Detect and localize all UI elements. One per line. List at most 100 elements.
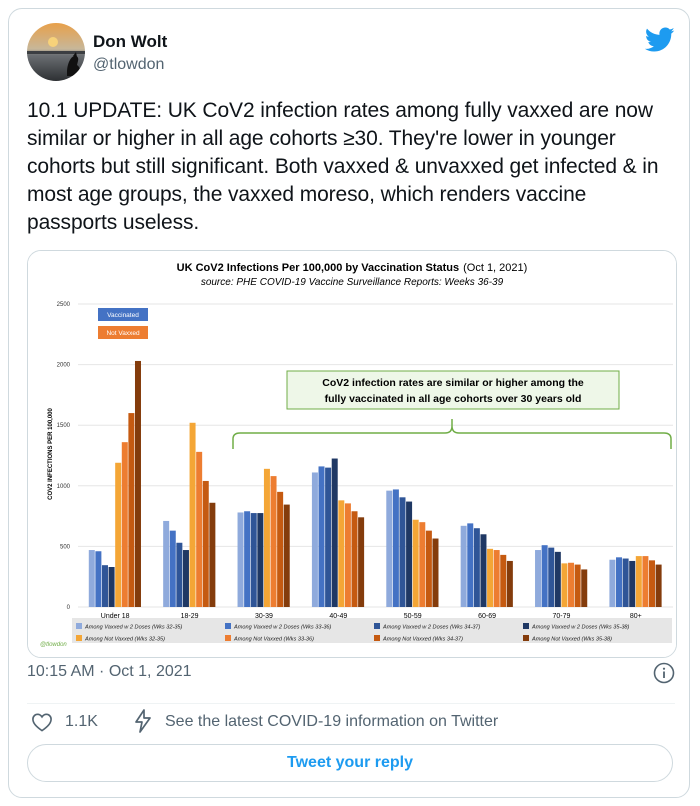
bar [277,491,284,607]
x-tick-label: 30-39 [255,613,273,620]
bar [622,558,629,607]
bar [169,530,176,607]
bar [574,564,581,607]
bar [331,458,338,607]
bar [616,557,623,607]
like-count[interactable]: 1.1K [65,713,98,730]
bar [548,547,555,607]
y-axis-label: COV2 INFECTIONS PER 100,000 [48,407,54,499]
tweet-card: Don Wolt @tlowdon 10.1 UPDATE: UK CoV2 i… [8,8,690,798]
bolt-icon[interactable] [133,709,153,733]
bar [561,563,568,607]
bar [325,467,332,607]
bar [244,511,251,607]
x-tick-label: 40-49 [329,613,347,620]
bar [568,562,575,607]
x-tick-label: 80+ [630,613,642,620]
bar [108,567,115,607]
bar [358,517,365,607]
bar [554,551,561,607]
y-tick-label: 500 [60,544,71,550]
legend-swatch [374,623,380,629]
bar [425,530,432,607]
bar [635,556,642,607]
bar [412,519,419,607]
bar [95,551,102,607]
x-tick-label: 70-79 [552,613,570,620]
bar [163,520,170,607]
bar [209,502,216,607]
x-tick-label: Under 18 [101,613,130,620]
chart-legend: Among Vaxxed w 2 Doses (Wks 32-35) Among … [72,618,672,643]
bar [493,550,500,607]
bar [202,480,209,607]
heart-icon[interactable] [31,712,53,732]
legend-entry: Among Vaxxed w 2 Doses (Wks 33-36) [233,625,332,631]
author-handle[interactable]: @tlowdon [93,56,165,73]
bar [115,462,122,607]
bar [237,512,244,607]
bar [419,522,426,607]
legend-vaccinated-label: Vaccinated [107,312,139,319]
legend-swatch [76,635,82,641]
bar [196,451,203,607]
bar [473,528,480,607]
divider [27,703,675,704]
legend-entry: Among Vaxxed w 2 Doses (Wks 32-35) [84,625,183,631]
twitter-bird-icon[interactable] [645,27,675,53]
bar [629,560,636,607]
bar [581,569,588,607]
annotation-box [286,370,620,410]
bar [189,422,196,607]
y-tick-label: 1500 [57,423,71,429]
legend-swatch [225,635,231,641]
author-name[interactable]: Don Wolt [93,32,168,51]
tweet-timestamp[interactable]: 10:15 AM · Oct 1, 2021 [27,663,192,680]
legend-entry: Among Not Vaxxed (Wks 35-38) [531,637,612,643]
legend-swatch [523,623,529,629]
avatar[interactable] [27,23,85,81]
bar [649,560,656,607]
bar [338,500,345,607]
bar [318,466,325,607]
info-icon[interactable] [653,662,675,684]
bar [344,503,351,607]
bar [121,442,128,607]
bar [88,550,95,607]
bar [257,513,264,607]
legend-swatch [76,623,82,629]
covid-info-link[interactable]: See the latest COVID-19 information on T… [165,713,499,730]
bar [655,564,662,607]
y-tick-label: 2500 [57,302,71,308]
bar [134,360,141,607]
annotation-line-2: fully vaccinated in all age cohorts over… [325,393,582,405]
bar [250,513,257,607]
annotation-brace [232,419,672,449]
bar [311,472,318,607]
reply-button[interactable]: Tweet your reply [27,744,673,782]
x-tick-label: 50-59 [404,613,422,620]
bar [506,560,513,607]
bar [386,490,393,607]
y-tick-label: 0 [67,605,71,611]
y-tick-label: 1000 [57,484,71,490]
legend-entry: Among Vaxxed w 2 Doses (Wks 35-38) [531,625,630,631]
bar [283,504,290,607]
bar [487,548,494,607]
bar [176,542,183,607]
bar [351,511,358,607]
bar [535,550,542,607]
legend-swatch [523,635,529,641]
bar [270,476,277,607]
annotation-line-1: CoV2 infection rates are similar or high… [322,377,584,389]
bar [541,545,548,607]
legend-entry: Among Not Vaxxed (Wks 33-36) [233,637,314,643]
bar [500,554,507,607]
tweet-text: 10.1 UPDATE: UK CoV2 infection rates amo… [27,99,659,234]
bar [392,489,399,607]
legend-entry: Among Not Vaxxed (Wks 32-35) [84,637,165,643]
bar [399,497,406,607]
bar [460,525,467,607]
chart-image[interactable]: UK CoV2 Infections Per 100,000 by Vaccin… [27,250,677,658]
chart-title: UK CoV2 Infections Per 100,000 by Vaccin… [177,262,528,274]
